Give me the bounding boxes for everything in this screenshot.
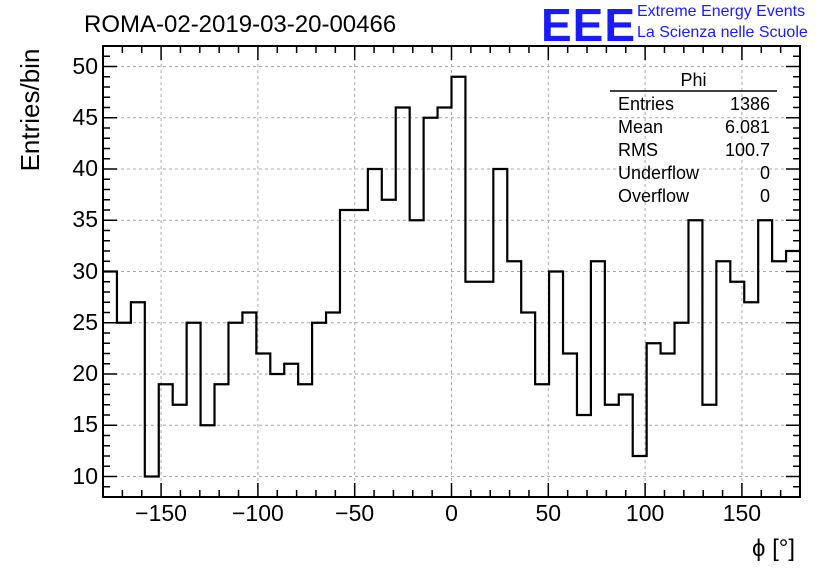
y-tick-label: 20 [72,360,98,386]
stats-value: 1386 [729,94,770,114]
x-tick-label: 0 [445,500,458,526]
stats-value: 6.081 [724,117,770,137]
y-tick-label: 40 [72,155,98,181]
x-tick-label: 50 [535,500,562,526]
stats-value: 100.7 [724,140,770,160]
stats-label: Underflow [618,163,700,183]
y-tick-label: 45 [72,103,98,130]
y-tick-label: 50 [72,52,98,79]
x-tick-label: −50 [335,500,375,526]
stats-value: 0 [759,163,770,183]
y-tick-label: 30 [72,257,98,284]
histogram-line [103,75,800,478]
stats-name: Phi [680,70,707,90]
x-tick-label: 150 [722,500,762,526]
stats-label: Overflow [618,186,690,206]
chart-title: ROMA-02-2019-03-20-00466 [84,11,397,38]
logo-line-1: Extreme Energy Events [637,3,806,20]
histogram-outline [103,75,800,478]
logo-mark: EEE [541,0,637,51]
stats-label: RMS [618,140,658,160]
x-tick-label: 100 [625,500,665,526]
grid-lines [103,46,800,497]
y-tick-label: 10 [72,462,98,489]
x-tick-label: −150 [135,500,187,526]
x-tick-label: −100 [231,500,284,526]
x-axis-label: ϕ [°] [752,535,796,562]
stats-label: Mean [618,117,664,137]
logo-line-2: La Scienza nelle Scuole [637,24,808,41]
y-tick-label: 25 [72,308,98,335]
y-tick-label: 35 [72,206,98,233]
stats-value: 0 [759,186,770,206]
axis-ticks [102,46,801,497]
y-tick-label: 15 [72,411,98,438]
stats-label: Entries [618,94,675,114]
